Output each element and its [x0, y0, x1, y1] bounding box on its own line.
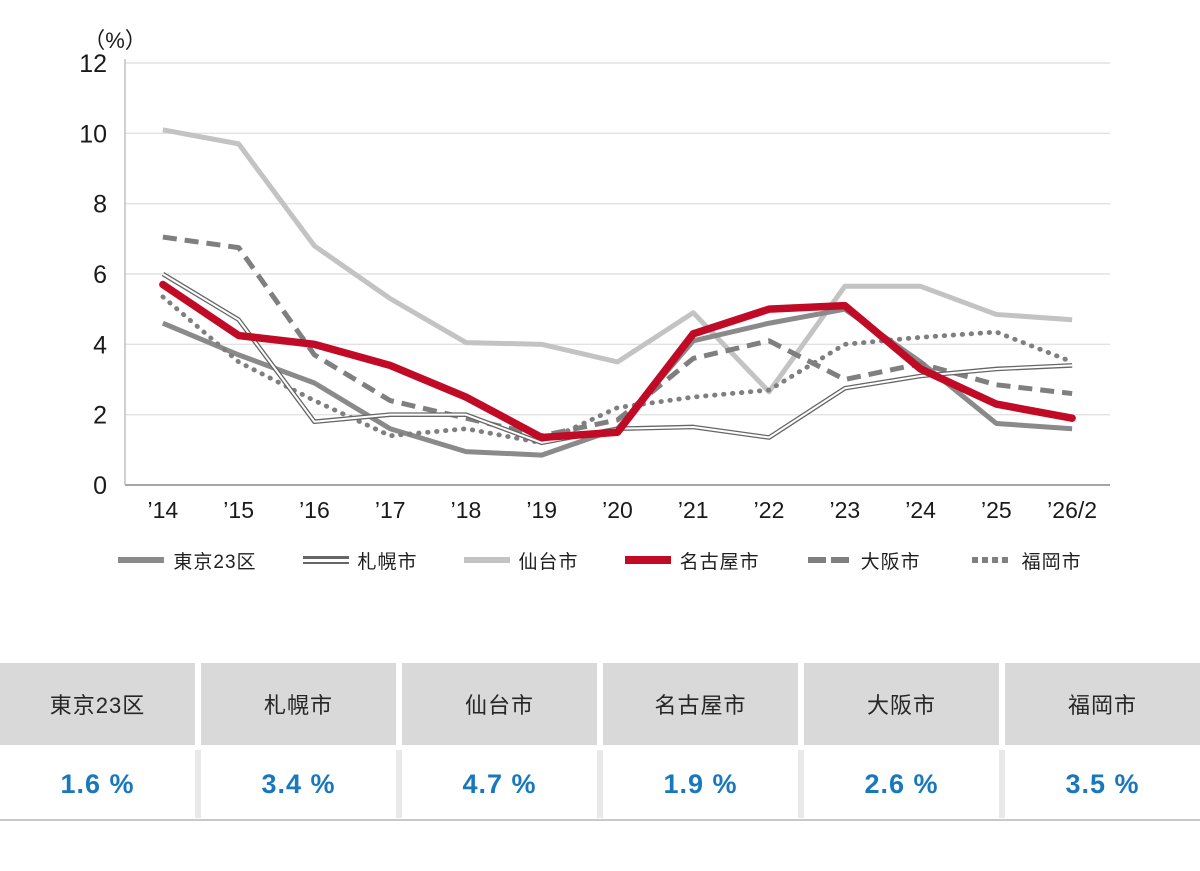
- y-tick-label-12: 12: [79, 50, 107, 78]
- x-tick-label-3: ’16: [299, 497, 330, 523]
- vacancy-value-sapporo: 3.4 %: [201, 750, 396, 818]
- city-header-sendai: 仙台市: [402, 663, 597, 745]
- x-tick-label-13: ’26/2: [1047, 497, 1097, 523]
- legend-label-fukuoka: 福岡市: [1021, 551, 1082, 573]
- vacancy-value-osaka: 2.6 %: [804, 750, 999, 818]
- series-line-大阪市: [162, 234, 1073, 439]
- y-tick-label-4: 4: [93, 331, 107, 359]
- legend-label-nagoya: 名古屋市: [679, 551, 760, 573]
- y-tick-label-8: 8: [93, 191, 107, 219]
- legend-item-fukuoka: 福岡市: [967, 547, 1082, 574]
- tokyo23-line-swatch: [118, 550, 165, 570]
- nagoya-line-swatch: [624, 550, 671, 570]
- vacancy-value-tokyo23: 1.6 %: [0, 750, 195, 818]
- city-header-tokyo23: 東京23区: [0, 663, 195, 745]
- x-tick-label-12: ’25: [981, 497, 1012, 523]
- table-bottom-divider: [0, 819, 1200, 821]
- fukuoka-line-swatch: [967, 550, 1013, 570]
- legend-item-osaka: 大阪市: [806, 547, 921, 574]
- vacancy-value-nagoya: 1.9 %: [603, 750, 798, 818]
- x-tick-label-7: ’20: [602, 497, 633, 523]
- x-tick-label-9: ’22: [754, 497, 785, 523]
- series-line-福岡市: [160, 294, 1075, 446]
- y-tick-label-2: 2: [93, 402, 107, 430]
- x-tick-label-6: ’19: [526, 497, 557, 523]
- y-tick-label-10: 10: [79, 120, 107, 148]
- summary-table-value-row: 1.6 % 3.4 % 4.7 % 1.9 % 2.6 % 3.5 %: [0, 750, 1200, 818]
- city-header-sapporo: 札幌市: [201, 663, 396, 745]
- vacancy-value-sendai: 4.7 %: [402, 750, 597, 818]
- x-tick-label-2: ’15: [223, 497, 254, 523]
- x-tick-label-5: ’18: [451, 497, 482, 523]
- series-line-仙台市: [162, 127, 1073, 395]
- y-tick-label-6: 6: [93, 261, 107, 289]
- legend-label-tokyo23: 東京23区: [173, 551, 257, 573]
- sapporo-line-swatch: [302, 550, 349, 570]
- legend-item-tokyo23: 東京23区: [118, 547, 256, 574]
- legend-item-sapporo: 札幌市: [302, 547, 418, 574]
- summary-table: 東京23区 札幌市 仙台市 名古屋市 大阪市 福岡市 1.6 % 3.4 % 4…: [0, 663, 1200, 818]
- vacancy-rate-line-chart: 12 10 8 6 4 2 0 （%） ’14 ’15 ’16 ’17 ’18 ’19 ’20 ’21 ’22 ’…: [79, 28, 1110, 523]
- x-tick-label-4: ’17: [375, 497, 406, 523]
- legend-label-osaka: 大阪市: [860, 551, 921, 573]
- vacancy-value-fukuoka: 3.5 %: [1005, 750, 1200, 818]
- y-axis-unit-label: （%）: [83, 28, 147, 53]
- city-header-osaka: 大阪市: [804, 663, 999, 745]
- x-tick-label-8: ’21: [678, 497, 709, 523]
- y-tick-label-0: 0: [93, 472, 107, 500]
- legend-item-sendai: 仙台市: [463, 547, 579, 574]
- osaka-line-swatch: [806, 550, 852, 570]
- city-header-fukuoka: 福岡市: [1005, 663, 1200, 745]
- chart-canvas: 12 10 8 6 4 2 0 （%） ’14 ’15 ’16 ’17 ’18 ’19 ’20 ’21 ’22 ’…: [79, 28, 1110, 523]
- legend-label-sendai: 仙台市: [518, 551, 579, 573]
- summary-table-header-row: 東京23区 札幌市 仙台市 名古屋市 大阪市 福岡市: [0, 663, 1200, 745]
- city-header-nagoya: 名古屋市: [603, 663, 798, 745]
- x-tick-label-10: ’23: [829, 497, 860, 523]
- chart-legend: 東京23区 札幌市 仙台市 名古屋市 大阪市 福岡市: [0, 544, 1200, 576]
- legend-label-sapporo: 札幌市: [357, 551, 418, 573]
- x-tick-label-1: ’14: [148, 497, 179, 523]
- sendai-line-swatch: [463, 550, 510, 570]
- x-tick-label-11: ’24: [905, 497, 936, 523]
- legend-item-nagoya: 名古屋市: [624, 547, 760, 574]
- series-line-名古屋市: [159, 280, 1076, 442]
